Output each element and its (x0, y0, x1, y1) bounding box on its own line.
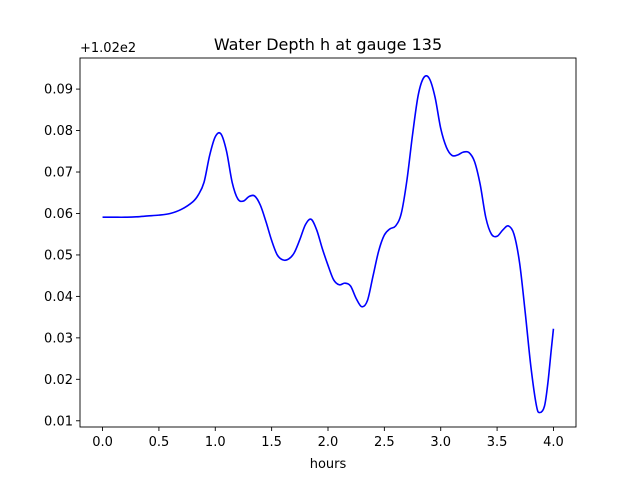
x-tick-label: 2.5 (374, 435, 395, 450)
x-axis-label: hours (310, 457, 347, 472)
plot-area (102, 74, 555, 414)
x-tick-label: 0.5 (149, 435, 170, 450)
x-tick-label: 3.5 (487, 435, 508, 450)
x-tick-label: 3.0 (430, 435, 451, 450)
y-tick-label: 0.09 (44, 83, 73, 98)
y-tick-label: 0.04 (44, 290, 73, 305)
y-tick-label: 0.01 (44, 414, 73, 429)
y-tick-label: 0.06 (44, 207, 73, 222)
y-tick-label: 0.08 (44, 124, 73, 139)
x-axis-ticks: 0.0 0.5 1.0 1.5 2.0 2.5 3.0 3.5 4.0 (92, 427, 564, 450)
x-tick-label: 4.0 (543, 435, 564, 450)
series-line (102, 74, 555, 414)
x-tick-label: 1.0 (205, 435, 226, 450)
x-tick-label: 2.0 (318, 435, 339, 450)
y-axis-offset-label: +1.02e2 (80, 41, 136, 56)
x-tick-label: 0.0 (92, 435, 113, 450)
x-tick-label: 1.5 (261, 435, 282, 450)
y-tick-label: 0.05 (44, 248, 73, 263)
y-tick-label: 0.07 (44, 166, 73, 181)
y-tick-label: 0.02 (44, 373, 73, 388)
chart-title: Water Depth h at gauge 135 (214, 35, 442, 54)
y-axis-ticks: 0.01 0.02 0.03 0.04 0.05 0.06 0.07 0.08 0.09 (44, 83, 80, 429)
y-tick-label: 0.03 (44, 331, 73, 346)
